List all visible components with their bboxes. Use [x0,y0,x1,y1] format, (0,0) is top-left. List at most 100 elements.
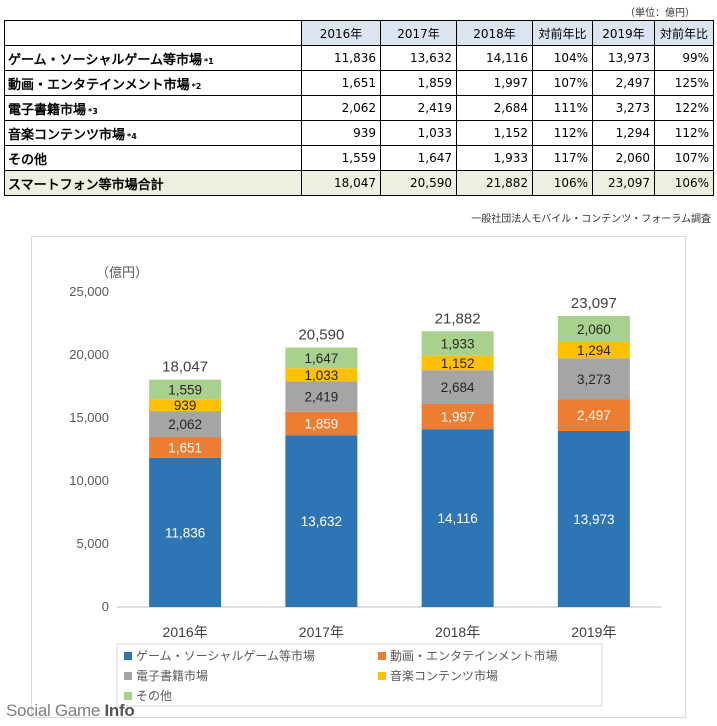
table-cell: 2,419 [380,95,457,121]
row-label: 電子書籍市場 [8,102,87,118]
row-label-cell: その他 [4,145,302,171]
legend-label: ゲーム・ソーシャルゲーム等市場 [136,648,315,663]
bar-segment [285,347,358,369]
data-label: 2,062 [168,417,202,432]
row-footnote-mark: *2 [191,81,202,91]
x-tick-label: 2018年 [435,624,480,640]
table-cell: 14,116 [456,45,533,71]
data-label: 11,836 [165,525,205,540]
row-label: 動画・エンタテインメント市場 [8,77,190,93]
data-label: 1,033 [304,368,338,383]
data-label: 13,973 [573,512,614,527]
table-cell: 107% [532,70,593,96]
legend-label: その他 [136,689,172,703]
table-cell: 13,632 [380,45,457,71]
legend-swatch [124,692,132,700]
table-cell: 104% [532,45,593,71]
table-header-cell: 対前年比 [532,20,593,46]
data-label: 1,859 [304,417,338,432]
table-total-row: スマートフォン等市場合計 18,047 20,590 21,882 106% 23,097… [4,170,714,196]
row-footnote-mark: *3 [88,106,98,116]
row-label-cell: スマートフォン等市場合計 [4,170,302,196]
table-header-cell: 2019年 [592,20,655,46]
table-cell: 1,859 [380,70,457,96]
row-label: ゲーム・ソーシャルゲーム等市場 [8,52,202,68]
bar-segment [557,399,630,431]
table-cell: 2,062 [301,95,381,121]
table-cell: 2,684 [456,95,533,121]
bar-segment [421,331,494,356]
x-tick-label: 2016年 [163,624,208,640]
chart-frame: （億円） 0 5,000 10,000 15,000 20,000 25,000 11,836… [31,236,686,718]
bar-segment [557,315,630,342]
row-label: その他 [8,152,48,168]
table-cell: 112% [532,120,593,146]
data-label: 1,294 [577,343,611,358]
bar-segment [149,437,222,458]
table-header-cell: 対前年比 [654,20,714,46]
bar-segment [421,403,494,430]
table-cell: 107% [654,145,714,171]
table-cell: 2,497 [592,70,655,96]
y-tick-label: 25,000 [69,284,109,299]
data-label: 1,997 [441,410,475,425]
total-label: 18,047 [162,359,208,376]
table-cell: 1,559 [301,145,381,171]
bar-segment [285,411,358,436]
legend-swatch [378,652,386,660]
y-tick-label: 15,000 [69,410,109,425]
table-cell: 20,590 [380,170,457,196]
legend-label: 動画・エンタテインメント市場 [390,648,558,663]
bar-segment [557,430,630,607]
row-footnote-mark: *4 [127,131,137,141]
watermark-bold: Info [104,701,135,720]
table-cell: 106% [654,170,714,196]
table-row: 音楽コンテンツ市場 *4 939 1,033 1,152 112% 1,294 112% [4,120,714,146]
y-tick-label: 20,000 [69,347,109,362]
table-cell: 125% [654,70,714,96]
data-label: 1,651 [168,440,202,455]
table-header-cell: 2018年 [456,20,533,46]
data-label: 2,419 [304,390,338,405]
y-tick-label: 0 [102,599,109,614]
total-label: 20,590 [298,327,344,344]
data-label: 1,933 [441,336,475,351]
table-cell: 111% [532,95,593,121]
total-label: 21,882 [435,310,481,327]
table-cell: 1,294 [592,120,655,146]
data-label: 3,273 [577,372,611,387]
table-cell: 117% [532,145,593,171]
legend-swatch [124,672,132,680]
data-label: 2,060 [577,322,611,337]
data-label: 13,632 [301,514,342,529]
bar-segment [149,457,222,607]
x-tick-label: 2017年 [299,624,344,640]
table-row: 動画・エンタテインメント市場 *2 1,651 1,859 1,997 107% 2,497… [4,70,714,96]
table-cell: 1,933 [456,145,533,171]
data-label: 1,152 [441,356,475,371]
data-label: 14,116 [437,511,477,526]
table-cell: 18,047 [301,170,381,196]
total-label: 23,097 [571,295,617,312]
data-label: 2,684 [441,380,475,395]
table-header-cell: 2017年 [380,20,457,46]
legend-label: 音楽コンテンツ市場 [390,668,498,683]
table-corner-cell [4,20,302,46]
row-footnote-mark: *1 [203,56,214,66]
bar-segment [421,429,494,607]
data-label: 2,497 [577,408,611,423]
source-note: 一般社団法人モバイル・コンテンツ・フォーラム調査 [471,214,711,225]
table-cell: 939 [301,120,381,146]
table-row: 電子書籍市場 *3 2,062 2,419 2,684 111% 3,273 122% [4,95,714,121]
y-tick-label: 5,000 [76,536,109,551]
row-label-cell: 動画・エンタテインメント市場 *2 [4,70,302,96]
row-label: 音楽コンテンツ市場 [8,127,126,143]
table-cell: 1,033 [380,120,457,146]
row-label-cell: 音楽コンテンツ市場 *4 [4,120,302,146]
bar-segment [285,368,358,382]
x-tick-label: 2019年 [571,624,616,640]
table-cell: 21,882 [456,170,533,196]
bar-segment [285,435,358,607]
legend-box [116,643,603,707]
table-cell: 11,836 [301,45,381,71]
